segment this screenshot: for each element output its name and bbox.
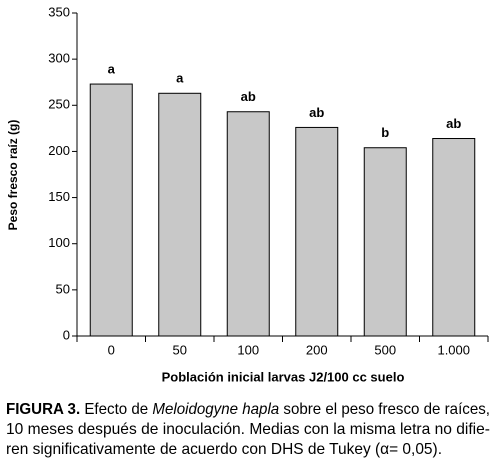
y-tick-label: 300 (48, 51, 70, 66)
y-tick-label: 0 (63, 327, 70, 342)
significance-letter: b (381, 125, 389, 140)
x-tick-label: 200 (306, 342, 328, 357)
bar (89, 83, 133, 337)
caption-line: ren significativamente de acuerdo con DH… (6, 441, 442, 458)
y-tick-label: 200 (48, 143, 70, 158)
significance-letter: a (176, 71, 184, 86)
bar (226, 111, 270, 337)
x-tick-label: 100 (237, 342, 259, 357)
x-tick-label: 500 (374, 342, 396, 357)
x-tick-label: 1.000 (437, 342, 470, 357)
y-tick-label: 150 (48, 189, 70, 204)
x-axis-label: Población inicial larvas J2/100 cc suelo (162, 369, 405, 384)
y-tick-label: 100 (48, 235, 70, 250)
y-tick-label: 350 (48, 4, 70, 19)
bar (432, 138, 476, 337)
caption-line: FIGURA 3. Efecto de Meloidogyne hapla so… (6, 401, 490, 418)
x-tick-label: 50 (173, 342, 187, 357)
significance-letter: a (108, 61, 116, 76)
y-tick-label: 250 (48, 97, 70, 112)
bar (295, 126, 339, 337)
bar (158, 92, 202, 337)
caption-figure: FIGURA 3. (6, 401, 80, 418)
caption-species: Meloidogyne hapla (152, 401, 279, 418)
significance-letter: ab (446, 116, 461, 131)
y-tick-label: 50 (56, 281, 70, 296)
bar (363, 147, 407, 337)
y-axis-label: Peso fresco raíz (g) (6, 120, 20, 231)
significance-letter: ab (309, 105, 324, 120)
caption-text: sobre el peso fresco de raíces, (279, 401, 490, 418)
caption-text: Efecto de (80, 401, 152, 418)
x-tick-label: 0 (108, 342, 115, 357)
caption-line: 10 meses después de inoculación. Medias … (6, 421, 490, 438)
significance-letter: ab (241, 89, 256, 104)
